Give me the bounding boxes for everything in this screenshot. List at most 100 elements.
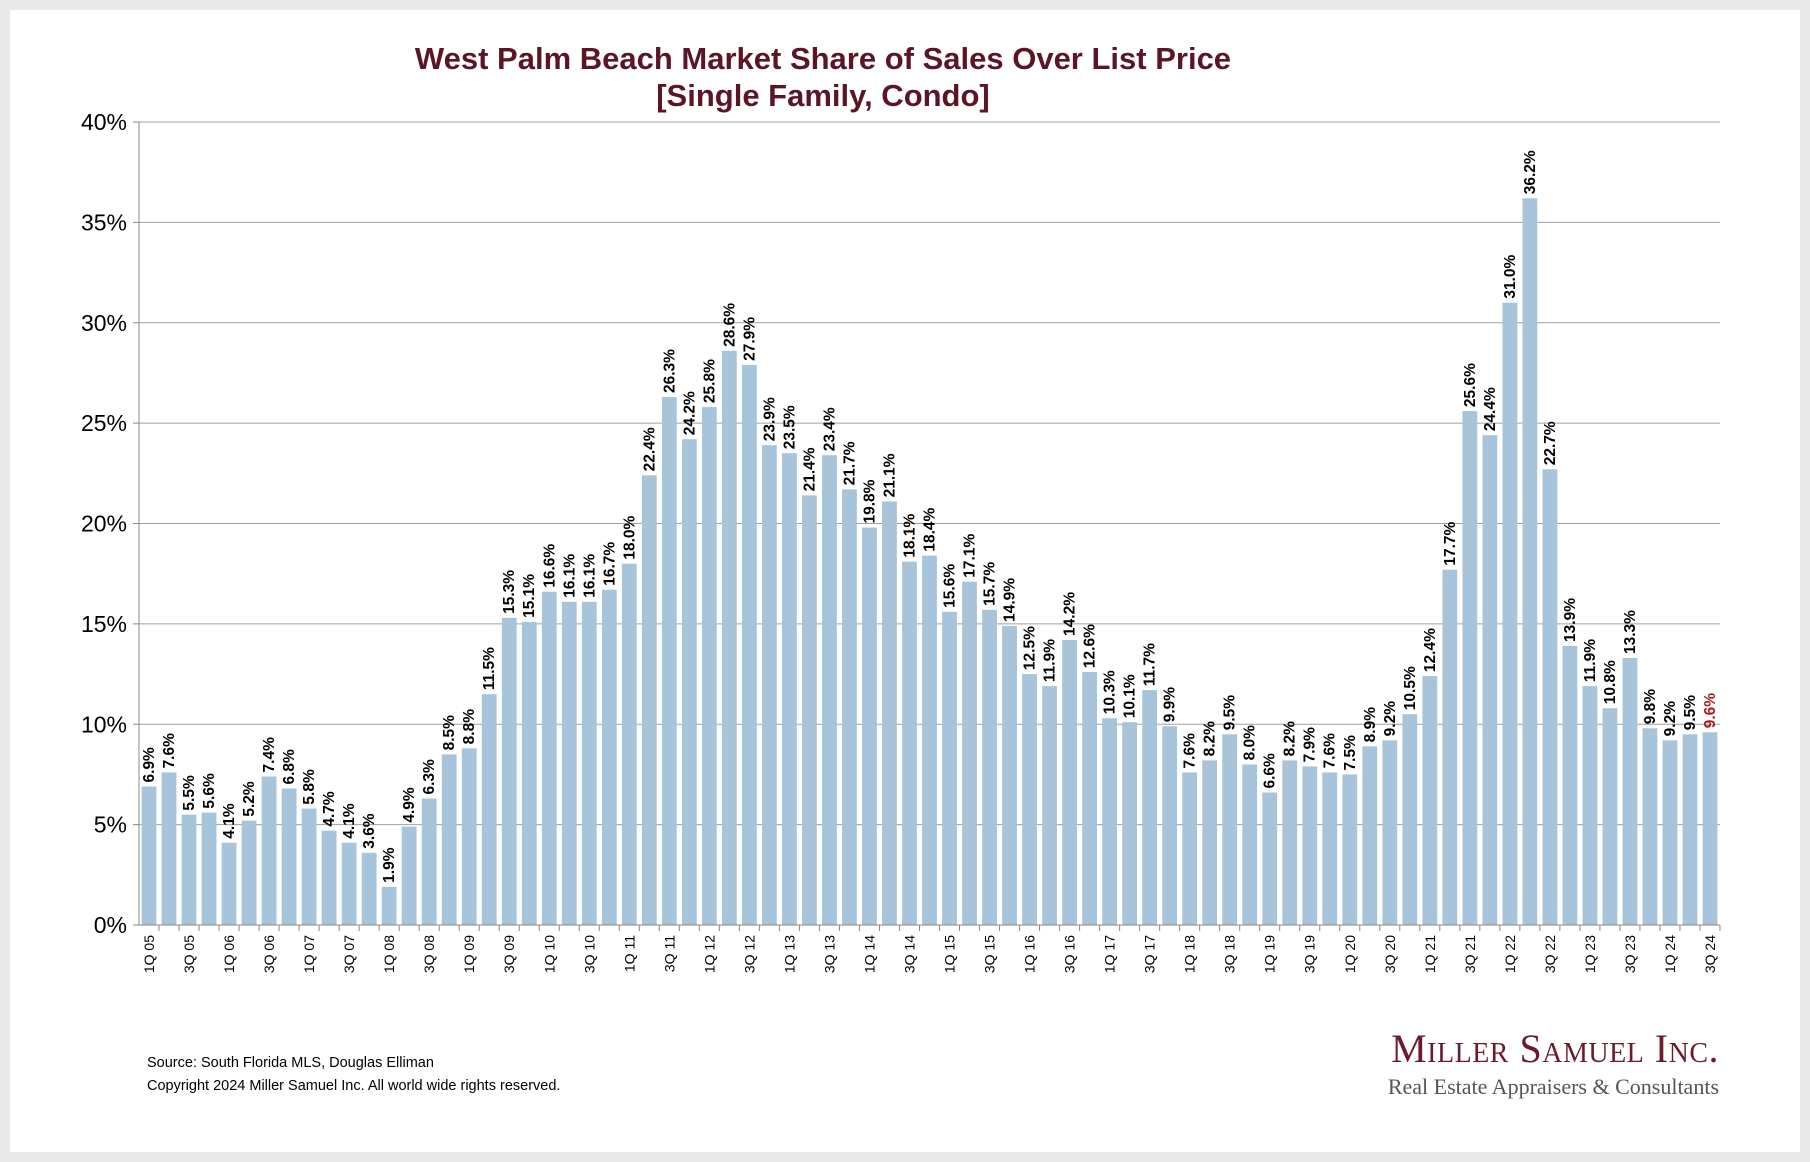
data-label: 11.5% xyxy=(481,647,498,690)
bar xyxy=(1662,740,1678,925)
data-label: 8.2% xyxy=(1282,721,1299,757)
bar xyxy=(1302,766,1318,925)
data-label: 18.0% xyxy=(621,515,638,559)
data-label: 7.6% xyxy=(161,733,178,769)
y-tick-label: 0% xyxy=(94,912,127,938)
x-tick-label: 1Q 24 xyxy=(1662,935,1678,973)
bar xyxy=(1142,690,1158,925)
bar xyxy=(1162,726,1178,925)
x-tick-label: 1Q 15 xyxy=(942,935,958,973)
data-label: 14.2% xyxy=(1062,592,1079,636)
copyright-note: Copyright 2024 Miller Samuel Inc. All wo… xyxy=(147,1078,561,1094)
bar xyxy=(1402,714,1418,925)
data-label: 10.5% xyxy=(1402,666,1419,710)
x-tick-label: 3Q 17 xyxy=(1142,935,1158,973)
data-label: 16.7% xyxy=(601,542,618,586)
data-label: 11.9% xyxy=(1042,639,1059,682)
data-label: 22.7% xyxy=(1542,421,1559,465)
x-tick-label: 3Q 07 xyxy=(341,935,357,973)
data-label: 11.9% xyxy=(1582,639,1599,682)
x-tick-label: 3Q 14 xyxy=(901,935,917,973)
data-label: 8.5% xyxy=(441,715,458,751)
bar xyxy=(321,830,337,925)
bar xyxy=(1362,746,1378,925)
data-label: 23.5% xyxy=(781,405,798,449)
data-label: 5.5% xyxy=(181,775,198,811)
bar xyxy=(601,589,617,925)
bar xyxy=(1222,734,1238,925)
bar xyxy=(802,495,817,925)
y-tick-label: 10% xyxy=(81,711,127,737)
x-tick-label: 3Q 11 xyxy=(661,935,677,972)
bar xyxy=(1542,469,1558,925)
data-label: 15.3% xyxy=(501,570,518,614)
data-label: 8.8% xyxy=(461,709,478,745)
data-label: 4.7% xyxy=(321,791,338,827)
bar xyxy=(1622,658,1638,925)
bar xyxy=(1642,728,1658,925)
data-label: 13.3% xyxy=(1622,610,1639,654)
bar xyxy=(922,555,937,925)
data-label: 24.4% xyxy=(1482,387,1499,431)
data-label: 11.7% xyxy=(1142,643,1159,686)
bar xyxy=(1022,674,1037,925)
data-label: 15.6% xyxy=(942,564,959,608)
data-label: 9.9% xyxy=(1162,687,1179,723)
data-label: 5.6% xyxy=(201,773,218,809)
data-label: 9.2% xyxy=(1662,701,1679,737)
x-tick-label: 1Q 12 xyxy=(701,935,717,973)
data-label: 21.7% xyxy=(841,441,858,485)
data-label: 6.3% xyxy=(421,759,438,795)
x-tick-label: 1Q 06 xyxy=(221,935,237,973)
data-label: 22.4% xyxy=(641,427,658,471)
data-label: 4.1% xyxy=(221,803,238,839)
data-label: 12.5% xyxy=(1022,626,1039,670)
chart-page: West Palm Beach Market Share of Sales Ov… xyxy=(10,10,1800,1152)
y-axis-ticks: 0% 5% 10% 15% 20% 25% 30% 35% 40% xyxy=(81,109,139,938)
data-label: 36.2% xyxy=(1522,150,1539,194)
x-tick-label: 1Q 08 xyxy=(381,935,397,973)
bar xyxy=(701,407,717,925)
bar xyxy=(882,501,897,925)
bar xyxy=(241,820,257,925)
data-label: 10.1% xyxy=(1122,674,1139,718)
bar xyxy=(281,788,297,925)
bar xyxy=(1282,760,1298,925)
bar xyxy=(822,455,837,925)
data-label: 15.7% xyxy=(982,562,999,606)
data-label: 9.5% xyxy=(1222,695,1239,731)
bar xyxy=(1422,676,1438,925)
x-tick-label: 3Q 20 xyxy=(1382,935,1398,973)
data-label: 9.6% xyxy=(1702,693,1719,729)
x-tick-label: 3Q 09 xyxy=(501,935,517,973)
bar xyxy=(1182,772,1198,925)
data-label: 1.9% xyxy=(381,847,398,883)
data-label: 10.3% xyxy=(1102,670,1119,714)
data-label: 17.1% xyxy=(962,534,979,578)
bar xyxy=(401,826,417,925)
data-label: 12.6% xyxy=(1082,624,1099,668)
chart-title-line-1: West Palm Beach Market Share of Sales Ov… xyxy=(415,41,1231,76)
source-note: Source: South Florida MLS, Douglas Ellim… xyxy=(147,1055,434,1071)
data-label: 7.6% xyxy=(1182,733,1199,769)
bar xyxy=(782,453,797,925)
bar xyxy=(1702,732,1718,925)
data-label: 25.6% xyxy=(1462,363,1479,407)
y-tick-label: 35% xyxy=(81,209,127,235)
x-tick-label: 1Q 19 xyxy=(1262,935,1278,973)
data-label: 23.4% xyxy=(821,407,838,451)
bar xyxy=(341,842,357,925)
x-tick-label: 1Q 23 xyxy=(1582,935,1598,973)
chart-title-line-2: [Single Family, Condo] xyxy=(656,78,990,113)
data-label: 12.4% xyxy=(1422,628,1439,672)
data-label: 6.8% xyxy=(281,749,298,785)
data-label: 18.4% xyxy=(922,507,939,551)
x-tick-label: 1Q 21 xyxy=(1422,935,1438,973)
x-tick-label: 1Q 09 xyxy=(461,935,477,973)
data-label: 5.2% xyxy=(241,781,258,817)
x-tick-label: 3Q 16 xyxy=(1062,935,1078,973)
data-label: 9.2% xyxy=(1382,701,1399,737)
bar xyxy=(1602,708,1618,925)
data-label: 26.3% xyxy=(661,349,678,393)
data-label: 10.8% xyxy=(1602,660,1619,704)
